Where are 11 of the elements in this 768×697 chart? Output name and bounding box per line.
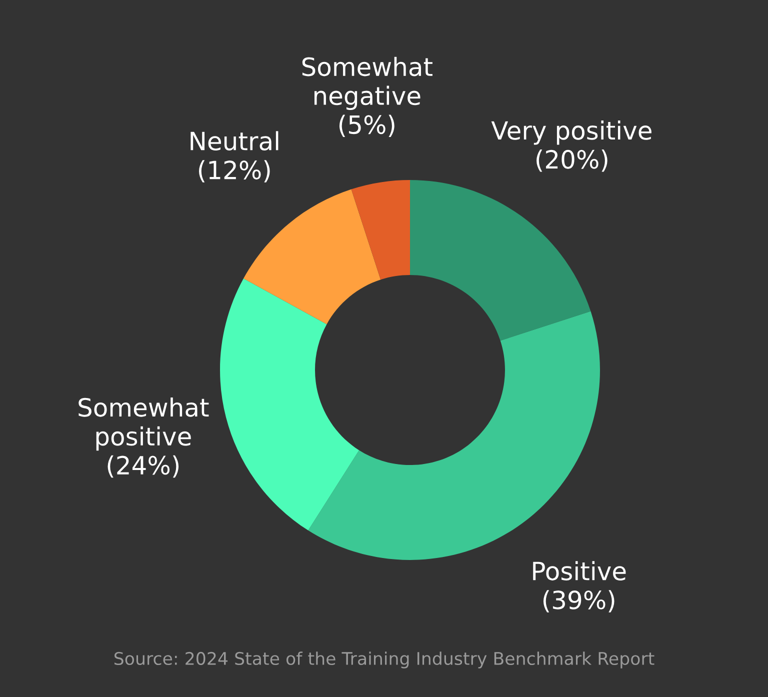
slice-label: Very positive [491, 120, 652, 145]
source-note: Source: 2024 State of the Training Industry Benchmark Report [114, 652, 654, 668]
data-label: (12%) [199, 160, 270, 182]
slice-label: Somewhat negative [302, 56, 432, 110]
data-label: (39%) [543, 590, 614, 612]
slice-label: Somewhat positive [78, 397, 209, 451]
data-label: (24%) [108, 455, 179, 478]
data-label: (5%) [339, 114, 394, 138]
slice-label: Neutral [190, 131, 278, 151]
data-label: (20%) [536, 150, 608, 172]
slice-label: Positive [533, 561, 626, 580]
